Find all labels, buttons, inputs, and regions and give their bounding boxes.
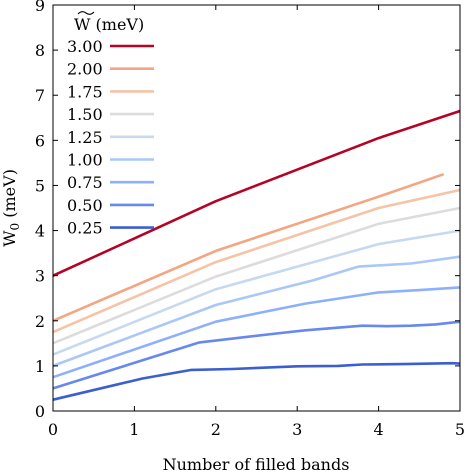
y-tick-label: 4	[35, 222, 45, 241]
y-tick-label: 9	[35, 0, 45, 15]
legend-title: W (meV)	[74, 15, 144, 34]
y-tick-label: 7	[35, 86, 45, 105]
legend-label-0.75: 0.75	[67, 173, 103, 192]
legend-title-unit: (meV)	[90, 15, 144, 34]
plot-area	[52, 109, 461, 401]
y-tick-label: 6	[35, 131, 45, 150]
x-tick-label: 3	[292, 420, 302, 439]
x-tick-label: 0	[48, 420, 58, 439]
legend-label-0.50: 0.50	[67, 196, 103, 215]
y-axis-label: W0 (meV)	[0, 169, 22, 247]
legend-label-1.50: 1.50	[67, 105, 103, 124]
x-tick-label: 2	[211, 420, 221, 439]
y-tick-label: 2	[35, 312, 45, 331]
series-line-1.50	[52, 206, 461, 345]
y-tick-label: 3	[35, 267, 45, 286]
y-tick-label: 0	[35, 402, 45, 421]
legend-label-0.25: 0.25	[67, 219, 103, 238]
legend-items: 3.00 2.00 1.75 1.50 1.25 1.00 0.75 0.50 0.25	[67, 37, 154, 238]
axis-ticks: 0 1 2 3 4 5 0 1 2 3 4 5 6 7 8 9	[35, 0, 465, 439]
legend: W (meV) 3.00 2.00 1.75 1.50 1.25 1.00 0.75 0.50…	[67, 11, 154, 238]
series-line-1.00	[52, 255, 461, 368]
legend-label-2.00: 2.00	[67, 60, 103, 79]
y-tick-label: 8	[35, 41, 45, 60]
plot-frame	[52, 4, 461, 412]
series-line-0.25	[52, 361, 461, 401]
y-axis-label-unit: (meV)	[0, 169, 19, 223]
x-tick-label: 1	[129, 420, 139, 439]
legend-label-1.00: 1.00	[67, 151, 103, 170]
series-line-1.25	[52, 229, 461, 356]
series-line-3.00	[52, 109, 461, 277]
legend-label-3.00: 3.00	[67, 37, 103, 56]
legend-label-1.25: 1.25	[67, 128, 103, 147]
legend-title-symbol: W	[74, 15, 91, 34]
x-axis-label: Number of filled bands	[163, 455, 350, 474]
series-line-0.50	[52, 320, 461, 390]
y-tick-label: 5	[35, 176, 45, 195]
x-tick-label: 5	[455, 420, 465, 439]
legend-label-1.75: 1.75	[67, 82, 103, 101]
series-line-2.00	[52, 172, 445, 322]
series-line-1.75	[52, 188, 461, 334]
legend-title-tilde	[77, 11, 95, 15]
y-axis-label-subscript: 0	[8, 223, 22, 231]
y-tick-label: 1	[35, 357, 45, 376]
y-axis-label-main: W	[0, 230, 19, 247]
x-tick-label: 4	[374, 420, 384, 439]
series-line-0.75	[52, 286, 461, 379]
